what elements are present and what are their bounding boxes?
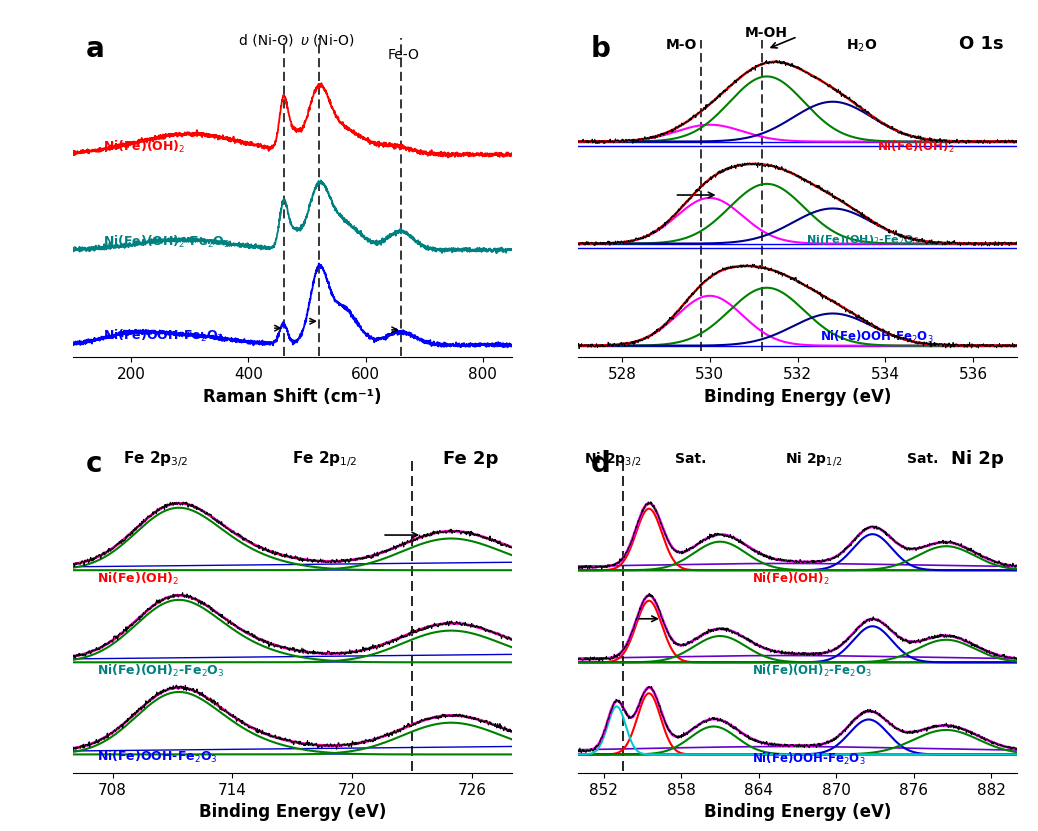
Text: Ni(Fe)OOH-Fe$_2$O$_3$: Ni(Fe)OOH-Fe$_2$O$_3$ <box>753 750 866 767</box>
Text: Ni(Fe)(OH)$_2$: Ni(Fe)(OH)$_2$ <box>753 571 830 587</box>
Text: Ni(Fe)(OH)$_2$-Fe$_2$O$_3$: Ni(Fe)(OH)$_2$-Fe$_2$O$_3$ <box>753 663 872 679</box>
X-axis label: Binding Energy (eV): Binding Energy (eV) <box>704 387 892 406</box>
Text: Fe 2p$_{1/2}$: Fe 2p$_{1/2}$ <box>293 449 358 469</box>
Text: Ni(Fe)(OH)$_2$: Ni(Fe)(OH)$_2$ <box>877 140 954 155</box>
Text: d (Ni-O): d (Ni-O) <box>239 34 293 47</box>
X-axis label: Raman Shift (cm⁻¹): Raman Shift (cm⁻¹) <box>203 387 382 406</box>
X-axis label: Binding Energy (eV): Binding Energy (eV) <box>198 803 386 821</box>
Text: Ni(Fe)OOH-Fe$_2$O$_3$: Ni(Fe)OOH-Fe$_2$O$_3$ <box>97 749 217 765</box>
Text: b: b <box>591 35 611 63</box>
X-axis label: Binding Energy (eV): Binding Energy (eV) <box>704 803 892 821</box>
Text: Ni(Fe)OOH-Fe$_2$O$_3$: Ni(Fe)OOH-Fe$_2$O$_3$ <box>103 328 224 344</box>
Text: Fe 2p$_{3/2}$: Fe 2p$_{3/2}$ <box>122 449 188 469</box>
Text: $\upsilon$ (Ni-O): $\upsilon$ (Ni-O) <box>300 32 355 48</box>
Text: Ni(Fe)(OH)$_2$-Fe$_2$O$_3$: Ni(Fe)(OH)$_2$-Fe$_2$O$_3$ <box>807 233 920 247</box>
Text: Ni(Fe)(OH)$_2$: Ni(Fe)(OH)$_2$ <box>97 571 180 587</box>
Text: M-OH: M-OH <box>745 26 788 40</box>
Text: Ni 2p: Ni 2p <box>951 450 1004 469</box>
Text: Ni 2p$_{3/2}$: Ni 2p$_{3/2}$ <box>584 450 641 469</box>
Text: Fe-O: Fe-O <box>387 48 419 62</box>
Text: Ni(Fe)(OH)$_2$: Ni(Fe)(OH)$_2$ <box>103 139 186 155</box>
Text: Ni(Fe)(OH)$_2$-Fe$_2$O$_3$: Ni(Fe)(OH)$_2$-Fe$_2$O$_3$ <box>103 234 230 250</box>
Text: d: d <box>591 450 611 479</box>
Text: M-O: M-O <box>665 38 698 52</box>
Text: c: c <box>86 450 103 479</box>
Text: Ni(Fe)(OH)$_2$-Fe$_2$O$_3$: Ni(Fe)(OH)$_2$-Fe$_2$O$_3$ <box>97 663 224 679</box>
Text: H$_2$O: H$_2$O <box>846 37 877 54</box>
Text: Ni 2p$_{1/2}$: Ni 2p$_{1/2}$ <box>785 450 842 469</box>
Text: Sat.: Sat. <box>907 452 938 466</box>
Text: a: a <box>86 35 105 63</box>
Text: O 1s: O 1s <box>959 35 1004 53</box>
Text: Fe 2p: Fe 2p <box>443 450 499 469</box>
Text: Ni(Fe)OOH-Fe$_2$O$_3$: Ni(Fe)OOH-Fe$_2$O$_3$ <box>820 329 933 345</box>
Text: Sat.: Sat. <box>675 452 706 466</box>
